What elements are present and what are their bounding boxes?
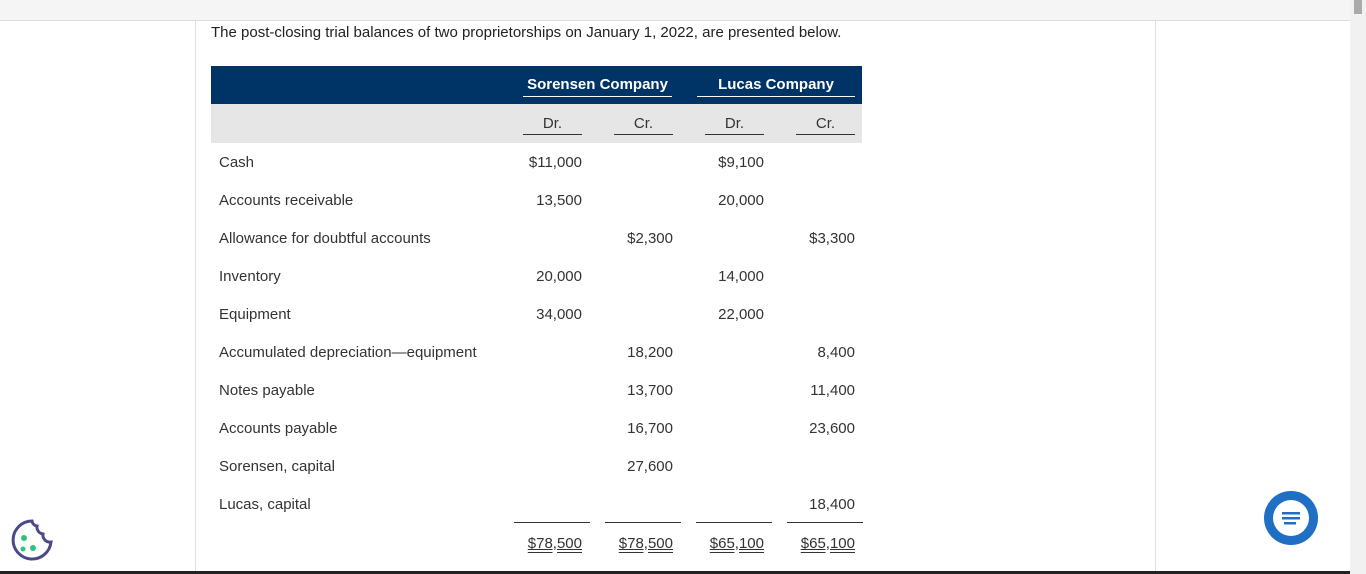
content-panel bbox=[195, 21, 1156, 574]
row-label: Equipment bbox=[219, 306, 291, 323]
amount: 20,000 bbox=[718, 192, 764, 209]
amount: 18,400 bbox=[809, 496, 855, 513]
header-underline bbox=[523, 134, 582, 135]
amount: 20,000 bbox=[536, 268, 582, 285]
amount: $9,100 bbox=[718, 154, 764, 171]
column-header: Cr. bbox=[815, 115, 836, 132]
amount: 34,000 bbox=[536, 306, 582, 323]
row-label: Sorensen, capital bbox=[219, 458, 335, 475]
bottom-border bbox=[0, 571, 1350, 574]
company-header: Lucas Company bbox=[718, 76, 834, 93]
total-amount: $78,500 bbox=[618, 535, 673, 552]
column-header: Cr. bbox=[633, 115, 654, 132]
amount: 8,400 bbox=[817, 344, 855, 361]
total-amount: $65,100 bbox=[800, 535, 855, 552]
subheader-row bbox=[211, 104, 862, 143]
top-bar bbox=[0, 0, 1350, 21]
header-row bbox=[211, 66, 862, 104]
amount: $11,000 bbox=[528, 154, 582, 171]
header-underline bbox=[614, 134, 673, 135]
row-label: Accounts payable bbox=[219, 420, 338, 437]
cookie-icon[interactable] bbox=[10, 518, 54, 562]
total-rule bbox=[605, 522, 681, 523]
column-header: Dr. bbox=[724, 115, 745, 132]
intro-text: The post-closing trial balances of two p… bbox=[211, 24, 842, 41]
amount: 22,000 bbox=[718, 306, 764, 323]
row-label: Accounts receivable bbox=[219, 192, 354, 209]
amount: 13,500 bbox=[536, 192, 582, 209]
header-underline bbox=[523, 96, 672, 97]
amount: 18,200 bbox=[627, 344, 673, 361]
header-underline bbox=[705, 134, 764, 135]
column-header: Dr. bbox=[542, 115, 563, 132]
company-header: Sorensen Company bbox=[527, 76, 668, 93]
row-label: Inventory bbox=[219, 268, 281, 285]
row-label: Lucas, capital bbox=[219, 496, 311, 513]
total-rule bbox=[787, 522, 863, 523]
amount: 16,700 bbox=[627, 420, 673, 437]
header-underline bbox=[697, 96, 855, 97]
scrollbar bbox=[1350, 0, 1366, 574]
row-label: Allowance for doubtful accounts bbox=[219, 230, 431, 247]
amount: $3,300 bbox=[809, 230, 855, 247]
total-rule bbox=[514, 522, 590, 523]
amount: 13,700 bbox=[627, 382, 673, 399]
total-rule bbox=[696, 522, 772, 523]
amount: $2,300 bbox=[627, 230, 673, 247]
amount: 27,600 bbox=[627, 458, 673, 475]
header-underline bbox=[796, 134, 855, 135]
row-label: Accumulated depreciation—equipment bbox=[219, 344, 477, 361]
row-label: Cash bbox=[219, 154, 255, 171]
amount: 11,400 bbox=[810, 382, 855, 399]
amount: 14,000 bbox=[718, 268, 764, 285]
total-amount: $65,100 bbox=[709, 535, 764, 552]
chat-button[interactable] bbox=[1262, 489, 1320, 547]
total-amount: $78,500 bbox=[527, 535, 582, 552]
amount: 23,600 bbox=[809, 420, 855, 437]
row-label: Notes payable bbox=[219, 382, 315, 399]
